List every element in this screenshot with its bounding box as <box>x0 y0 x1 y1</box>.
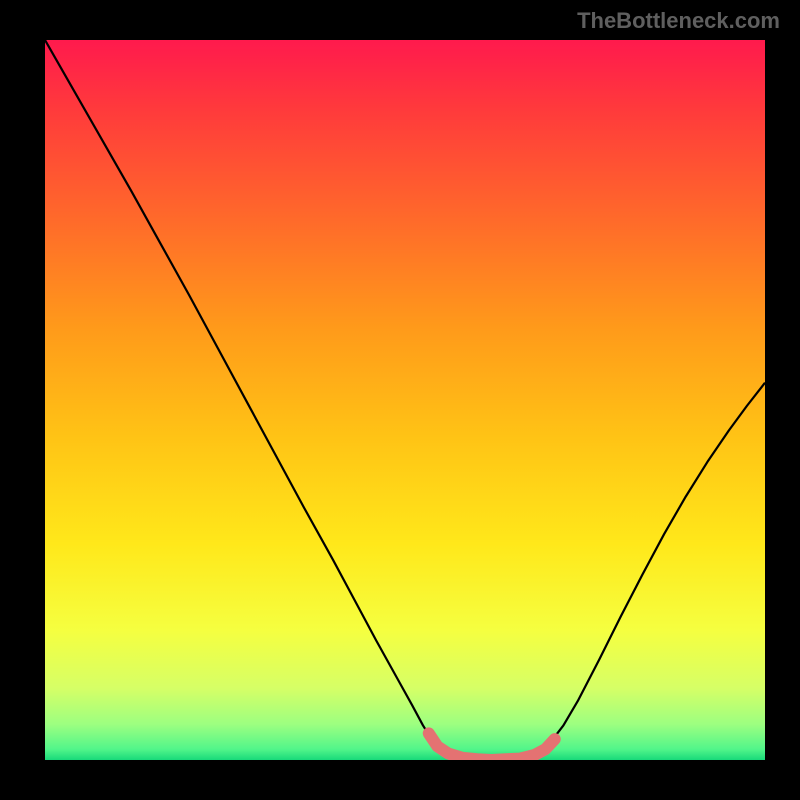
gradient-background <box>45 40 765 760</box>
plot-area <box>45 40 765 760</box>
chart-root: TheBottleneck.com <box>0 0 800 800</box>
chart-svg <box>45 40 765 760</box>
watermark-text: TheBottleneck.com <box>577 8 780 34</box>
